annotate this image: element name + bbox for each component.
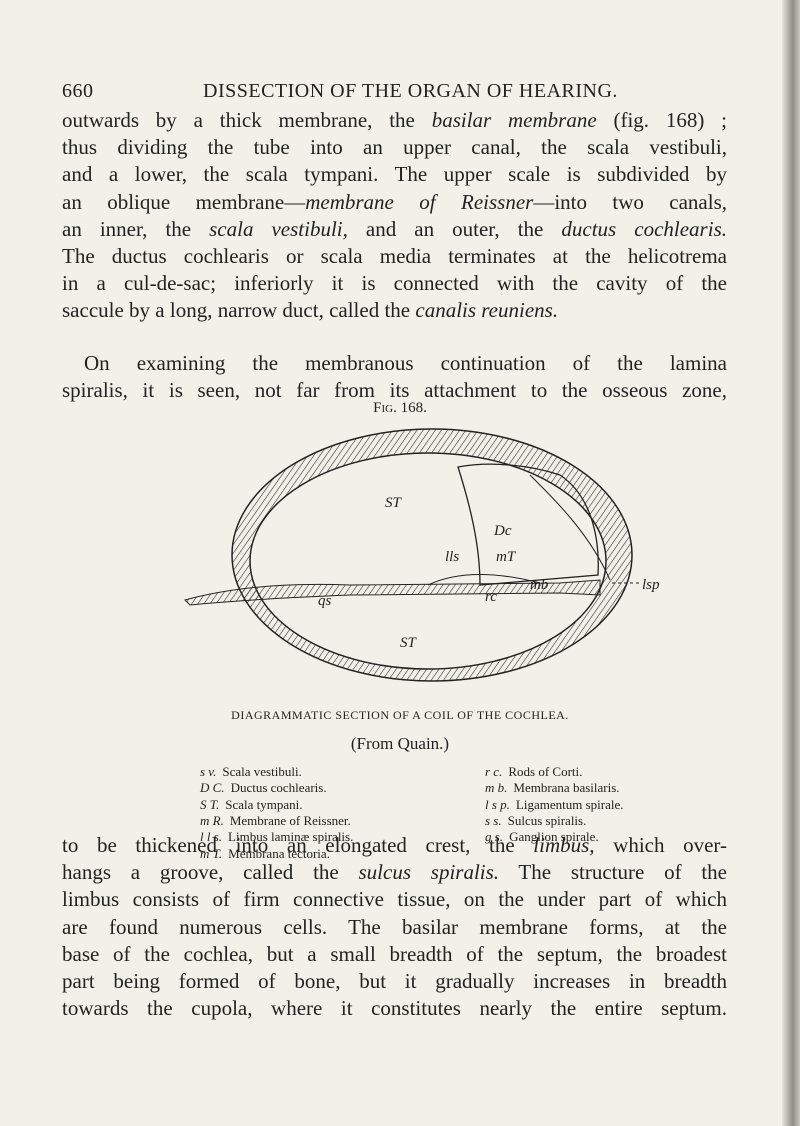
legend-abbr: m R.: [200, 812, 224, 828]
italic-run: membrane of Reissner: [305, 189, 534, 214]
text-line: hangs a groove, called the sulcus spiral…: [62, 859, 727, 886]
text-run: in a cul-de-sac; inferiorly it is connec…: [62, 271, 727, 296]
text-run: limbus consists of firm connective tissu…: [62, 887, 727, 912]
page-number: 660: [62, 80, 94, 102]
text-run: —into two canals,: [533, 189, 728, 214]
text-line: an inner, the scala vestibuli, and an ou…: [62, 216, 727, 243]
text-run: to be thickened into an elongated crest,…: [62, 833, 534, 857]
text-run: saccule by a long, narrow duct, called t…: [62, 298, 416, 323]
figure-source: (From Quain.): [350, 734, 450, 753]
legend-entry: l s p. Ligamentum spirale.: [485, 797, 624, 813]
text-line: The ductus cochlearis or scala media ter…: [62, 243, 727, 270]
figure-label: lls: [445, 549, 459, 565]
figure-label: Dc: [493, 523, 512, 539]
legend-entry: D C. Ductus cochlearis.: [200, 780, 327, 796]
text-line: outwards by a thick membrane, the basila…: [62, 107, 727, 134]
legend-abbr: l l s.: [200, 829, 223, 845]
legend-entry: S T. Scala tympani.: [200, 797, 303, 813]
legend-abbr: s v.: [200, 764, 217, 779]
legend-abbr: g s.: [485, 829, 504, 845]
text-line: in a cul-de-sac; inferiorly it is connec…: [62, 270, 727, 297]
legend-abbr: s s.: [485, 812, 502, 828]
cochlea-drawing: [184, 428, 640, 682]
legend-entry: s v. Scala vestibuli.: [200, 764, 302, 780]
italic-run: scala vestibuli,: [209, 216, 348, 241]
text-run: and an outer, the: [347, 216, 562, 241]
text-line: saccule by a long, narrow duct, called t…: [62, 297, 727, 324]
italic-run: sulcus spiralis.: [358, 860, 500, 885]
figure-label: rc: [485, 589, 497, 605]
legend-entry: m R. Membrane of Reissner.: [200, 813, 351, 829]
legend-abbr: r c.: [485, 764, 503, 779]
text-run: outwards by a thick membrane, the: [62, 108, 432, 132]
legend-text: Ductus cochlearis.: [230, 780, 327, 796]
figure-label: mb: [530, 577, 549, 593]
legend-entry: l l s. Limbus laminæ spiralis.: [200, 829, 353, 845]
legend-abbr: D C.: [200, 780, 225, 796]
text-run: spiralis, it is seen, not far from its a…: [62, 378, 727, 403]
text-run: (fig. 168) ;: [596, 108, 727, 132]
legend-entry: g s. Ganglion spirale.: [485, 829, 599, 845]
legend-abbr: m T.: [200, 845, 223, 861]
text-run: The structure of the: [499, 860, 727, 885]
text-line: are found numerous cells. The basilar me…: [62, 914, 727, 941]
text-line: limbus consists of firm connective tissu…: [62, 886, 727, 913]
italic-run: limbus,: [533, 833, 595, 857]
text-run: part being formed of bone, but it gradua…: [62, 969, 727, 993]
figure-number: Fig. 168.: [373, 400, 427, 416]
legend-text: Ganglion spirale.: [509, 829, 599, 845]
italic-run: basilar membrane: [431, 108, 597, 132]
text-line: towards the cupola, where it constitutes…: [62, 995, 727, 1022]
text-run: The ductus cochlearis or scala media ter…: [62, 244, 727, 268]
legend-entry: m T. Membrana tectoria.: [200, 846, 330, 862]
text-run: thus dividing the tube into an upper can…: [62, 135, 727, 160]
legend-text: Membrana basilaris.: [513, 780, 620, 796]
text-run: base of the cochlea, but a small breadth…: [62, 941, 727, 966]
figure-caption: DIAGRAMMATIC SECTION OF A COIL OF THE CO…: [231, 708, 569, 722]
legend-text: Scala tympani.: [225, 796, 303, 812]
figure-label: lsp: [642, 577, 660, 593]
text-run: hangs a groove, called the: [62, 860, 359, 885]
italic-run: ductus cochlearis.: [561, 216, 727, 241]
text-run: towards the cupola, where it constitutes…: [62, 996, 727, 1021]
text-line: part being formed of bone, but it gradua…: [62, 968, 727, 995]
legend-entry: m b. Membrana basilaris.: [485, 780, 620, 796]
text-run: are found numerous cells. The basilar me…: [62, 914, 727, 939]
figure-label: mT: [496, 549, 517, 565]
legend-text: Ligamentum spirale.: [515, 796, 624, 812]
figure-label: qs: [318, 593, 332, 609]
text-line: and a lower, the scala tympani. The uppe…: [62, 161, 727, 188]
legend-abbr: S T.: [200, 796, 220, 812]
text-line: base of the cochlea, but a small breadth…: [62, 941, 727, 968]
text-run: which over-: [594, 833, 727, 857]
text-line: to be thickened into an elongated crest,…: [62, 832, 727, 859]
figure-label: ST: [385, 495, 403, 511]
running-title: DISSECTION OF THE ORGAN OF HEARING.: [203, 80, 618, 102]
legend-entry: r c. Rods of Corti.: [485, 764, 582, 780]
text-line: spiralis, it is seen, not far from its a…: [62, 377, 727, 404]
legend-abbr: m b.: [485, 780, 508, 796]
legend-abbr: l s p.: [485, 796, 510, 812]
text-line: On examining the membranous continuation…: [84, 350, 727, 377]
text-run: On examining the membranous continuation…: [84, 351, 727, 375]
italic-run: canalis reuniens.: [415, 298, 559, 323]
page-edge: [782, 0, 800, 1126]
text-line: thus dividing the tube into an upper can…: [62, 134, 727, 161]
legend-text: Limbus laminæ spiralis.: [228, 829, 354, 845]
legend-text: Rods of Corti.: [508, 764, 583, 779]
legend-text: Sulcus spiralis.: [507, 812, 587, 828]
text-line: an oblique membrane—membrane of Reissner…: [62, 189, 727, 216]
text-run: an oblique membrane—: [62, 189, 306, 214]
text-run: and a lower, the scala tympani. The uppe…: [62, 162, 727, 187]
legend-entry: s s. Sulcus spiralis.: [485, 813, 586, 829]
legend-text: Membrane of Reissner.: [229, 812, 351, 828]
figure-label: ST: [400, 635, 418, 651]
figure: ST Dc lls mT mb rc qs ST lsp: [184, 428, 660, 682]
text-run: an inner, the: [62, 216, 210, 241]
legend-text: Scala vestibuli.: [222, 764, 302, 779]
legend-text: Membrana tectoria.: [228, 845, 330, 861]
